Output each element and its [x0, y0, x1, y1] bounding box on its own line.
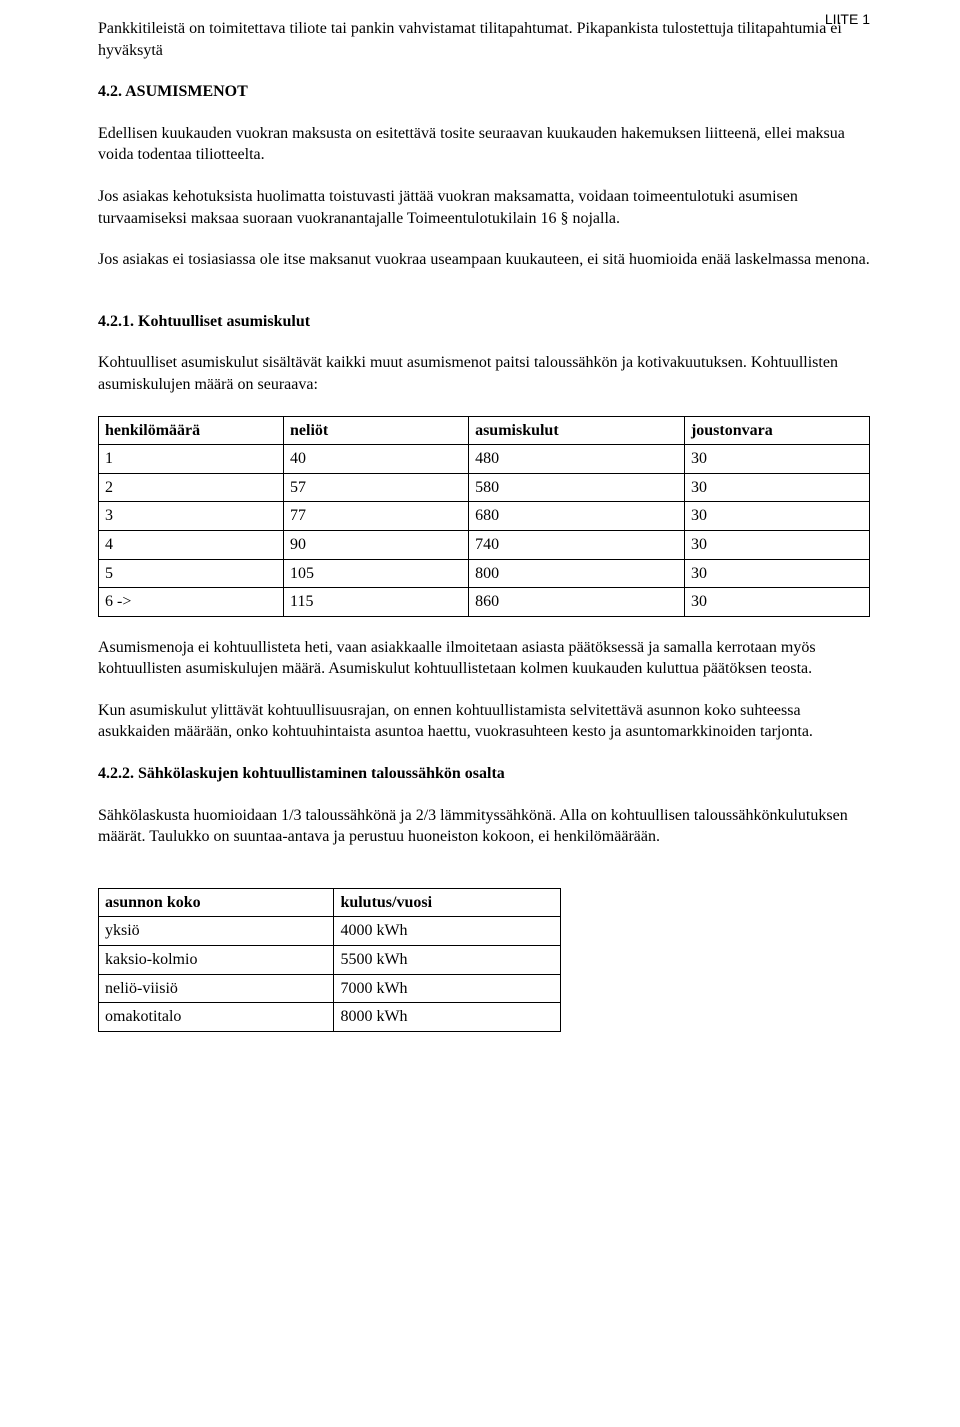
table-row: 6 -> 115 860 30	[99, 588, 870, 617]
cell: 680	[469, 502, 685, 531]
cell: 4	[99, 530, 284, 559]
intro-paragraph-1: Pankkitileistä on toimitettava tiliote t…	[98, 18, 870, 61]
section-4-2-paragraph-3: Jos asiakas ei tosiasiassa ole itse maks…	[98, 249, 870, 271]
section-4-2-paragraph-1: Edellisen kuukauden vuokran maksusta on …	[98, 123, 870, 166]
cell: yksiö	[99, 917, 334, 946]
cell: 580	[469, 473, 685, 502]
cell: 3	[99, 502, 284, 531]
cell: 5500 kWh	[334, 946, 561, 975]
cell: 30	[684, 559, 869, 588]
cell: 30	[684, 473, 869, 502]
section-4-2-2-heading: 4.2.2. Sähkölaskujen kohtuullistaminen t…	[98, 763, 870, 785]
section-4-2-1-heading: 4.2.1. Kohtuulliset asumiskulut	[98, 311, 870, 333]
cell: 860	[469, 588, 685, 617]
section-4-2-paragraph-2: Jos asiakas kehotuksista huolimatta tois…	[98, 186, 870, 229]
table-header-row: asunnon koko kulutus/vuosi	[99, 888, 561, 917]
section-4-2-heading: 4.2. ASUMISMENOT	[98, 81, 870, 103]
cell: 4000 kWh	[334, 917, 561, 946]
cell: 1	[99, 445, 284, 474]
cell: 480	[469, 445, 685, 474]
cell: 30	[684, 588, 869, 617]
table-row: kaksio-kolmio 5500 kWh	[99, 946, 561, 975]
section-4-2-1-paragraph-2: Asumismenoja ei kohtuullisteta heti, vaa…	[98, 637, 870, 680]
col-joustonvara: joustonvara	[684, 416, 869, 445]
cell: 105	[284, 559, 469, 588]
table-row: 5 105 800 30	[99, 559, 870, 588]
table-header-row: henkilömäärä neliöt asumiskulut joustonv…	[99, 416, 870, 445]
section-4-2-1-paragraph-1: Kohtuulliset asumiskulut sisältävät kaik…	[98, 352, 870, 395]
col-neliot: neliöt	[284, 416, 469, 445]
table-row: neliö-viisiö 7000 kWh	[99, 974, 561, 1003]
cell: 2	[99, 473, 284, 502]
cell: 800	[469, 559, 685, 588]
cell: 57	[284, 473, 469, 502]
table-row: omakotitalo 8000 kWh	[99, 1003, 561, 1032]
table-row: 1 40 480 30	[99, 445, 870, 474]
section-4-2-1-paragraph-3: Kun asumiskulut ylittävät kohtuullisuusr…	[98, 700, 870, 743]
cell: 8000 kWh	[334, 1003, 561, 1032]
table-row: 4 90 740 30	[99, 530, 870, 559]
cell: 30	[684, 502, 869, 531]
table-row: yksiö 4000 kWh	[99, 917, 561, 946]
cell: 7000 kWh	[334, 974, 561, 1003]
cell: 6 ->	[99, 588, 284, 617]
col-kulutus-vuosi: kulutus/vuosi	[334, 888, 561, 917]
col-asumiskulut: asumiskulut	[469, 416, 685, 445]
document-page: LIITE 1 Pankkitileistä on toimitettava t…	[0, 0, 960, 1427]
cell: 90	[284, 530, 469, 559]
cell: 77	[284, 502, 469, 531]
spacer	[98, 868, 870, 888]
col-asunnon-koko: asunnon koko	[99, 888, 334, 917]
cell: kaksio-kolmio	[99, 946, 334, 975]
cell: omakotitalo	[99, 1003, 334, 1032]
col-henkilomaara: henkilömäärä	[99, 416, 284, 445]
cell: neliö-viisiö	[99, 974, 334, 1003]
spacer	[98, 291, 870, 311]
cell: 30	[684, 530, 869, 559]
cell: 5	[99, 559, 284, 588]
asumiskulut-table: henkilömäärä neliöt asumiskulut joustonv…	[98, 416, 870, 617]
section-4-2-2-paragraph-1: Sähkölaskusta huomioidaan 1/3 taloussähk…	[98, 805, 870, 848]
cell: 40	[284, 445, 469, 474]
table-row: 3 77 680 30	[99, 502, 870, 531]
kulutus-table: asunnon koko kulutus/vuosi yksiö 4000 kW…	[98, 888, 561, 1032]
table-row: 2 57 580 30	[99, 473, 870, 502]
cell: 115	[284, 588, 469, 617]
cell: 740	[469, 530, 685, 559]
page-header-right: LIITE 1	[825, 10, 870, 29]
cell: 30	[684, 445, 869, 474]
